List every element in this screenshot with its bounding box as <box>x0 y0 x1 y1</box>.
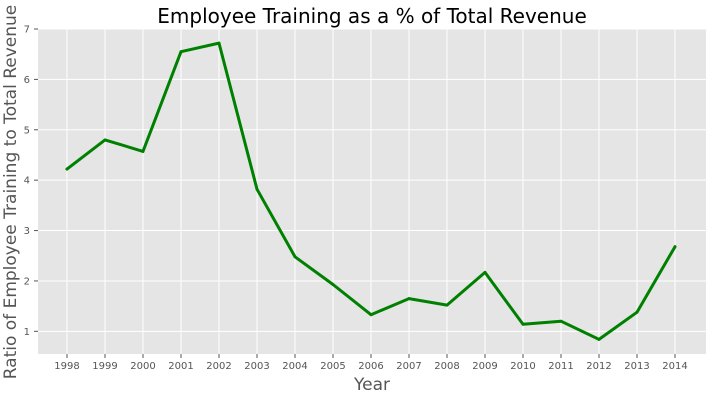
x-tick-label: 1998 <box>54 361 79 372</box>
data-point <box>293 255 297 259</box>
x-tick-label: 2013 <box>624 361 649 372</box>
x-tick-label: 2000 <box>130 361 155 372</box>
data-point <box>597 337 601 341</box>
x-tick-label: 2007 <box>396 361 421 372</box>
data-point <box>65 167 69 171</box>
y-tick-label: 2 <box>24 276 30 287</box>
data-point <box>103 138 107 142</box>
y-axis-label: Ratio of Employee Training to Total Reve… <box>1 5 21 380</box>
x-tick-label: 2003 <box>244 361 269 372</box>
x-tick-label: 2004 <box>282 361 307 372</box>
data-point <box>559 319 563 323</box>
x-tick-label: 2012 <box>586 361 611 372</box>
y-tick-label: 3 <box>24 226 30 237</box>
y-tick-label: 7 <box>24 25 30 36</box>
data-point <box>217 41 221 45</box>
x-tick-label: 2008 <box>434 361 459 372</box>
data-point <box>179 50 183 54</box>
series-layer <box>65 41 677 341</box>
x-tick-label: 2010 <box>510 361 535 372</box>
data-point <box>483 270 487 274</box>
y-tick-label: 1 <box>24 327 30 338</box>
y-tick-label: 6 <box>24 75 30 86</box>
x-tick-label: 2002 <box>206 361 231 372</box>
data-point <box>141 150 145 153</box>
data-point <box>407 297 411 300</box>
y-tick-label: 5 <box>24 125 30 136</box>
x-tick-label: 2006 <box>358 361 383 372</box>
data-point <box>255 187 259 191</box>
x-tick-label: 2009 <box>472 361 497 372</box>
tick-labels: 1 2 3 4 5 6 7 1998 1999 2000 2001 2002 2003 2004 2005 2… <box>24 25 688 373</box>
x-tick-label: 2005 <box>320 361 345 372</box>
x-tick-label: 1999 <box>92 361 117 372</box>
chart-title: Employee Training as a % of Total Revenu… <box>157 4 587 28</box>
x-tick-label: 2011 <box>548 361 573 372</box>
plot-area <box>38 29 706 354</box>
x-axis-label: Year <box>353 375 390 395</box>
data-point <box>635 310 639 314</box>
data-point <box>445 303 449 307</box>
y-tick-label: 4 <box>24 176 30 187</box>
data-point <box>369 313 373 317</box>
x-tick-label: 2001 <box>168 361 193 372</box>
data-point <box>331 283 335 286</box>
data-point <box>673 245 677 249</box>
data-point <box>521 322 525 326</box>
x-tick-label: 2014 <box>662 361 687 372</box>
